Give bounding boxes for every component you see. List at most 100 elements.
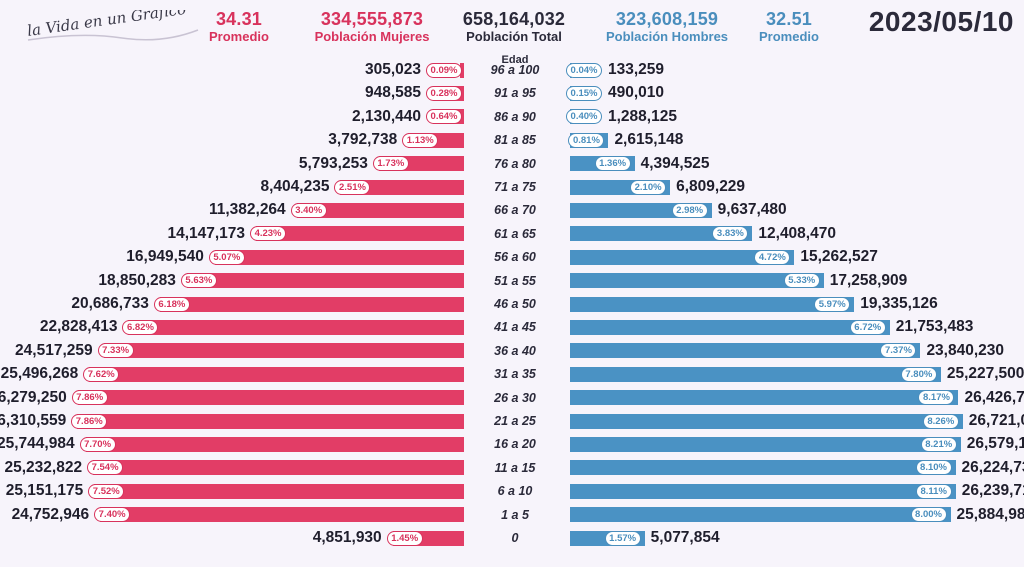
male-population-count: 5,077,854 [650, 529, 720, 546]
age-group-label: 26 a 30 [494, 390, 536, 405]
female-bar [296, 202, 464, 218]
age-group-label: 6 a 10 [497, 484, 533, 499]
male-bar [570, 319, 890, 335]
female-population-count: 2,130,440 [352, 107, 421, 125]
female-bar [186, 273, 464, 289]
female-bar [94, 483, 464, 499]
male-population-count: 26,579,123 [966, 435, 1024, 453]
male-percent-badge: 5.97% [814, 296, 851, 312]
female-population-count: 25,744,984 [0, 435, 75, 453]
male-percent-badge: 8.17% [918, 390, 955, 406]
age-group-label: 76 a 80 [494, 156, 536, 171]
male-percent-badge: 0.40% [566, 109, 602, 125]
male-bar [570, 436, 961, 452]
female-population-count: 8,404,235 [260, 178, 330, 195]
female-population-count: 25,151,175 [5, 482, 84, 500]
male-population-count: 19,335,126 [860, 295, 938, 312]
female-population-count: 305,023 [364, 61, 421, 78]
total-population-label: Población Total [466, 29, 562, 44]
female-population-count: 22,828,413 [39, 318, 118, 336]
female-bar [77, 413, 464, 429]
total-population-stat: 658,164,032 Población Total [452, 9, 576, 45]
female-percent-badge: 7.86% [71, 413, 108, 429]
male-percent-badge: 8.00% [910, 507, 947, 523]
male-population-count: 6,809,229 [676, 178, 746, 195]
male-percent-badge: 5.33% [783, 273, 820, 289]
male-percent-badge: 2.10% [630, 179, 667, 195]
male-population-count: 15,262,527 [800, 248, 878, 266]
female-bar [128, 319, 464, 335]
female-population-count: 3,792,738 [328, 131, 398, 149]
male-percent-badge: 6.72% [849, 319, 886, 335]
female-percent-badge: 5.63% [180, 273, 217, 289]
male-percent-badge: 7.80% [900, 366, 937, 382]
female-percent-badge: 1.45% [386, 530, 423, 546]
female-percent-badge: 0.28% [426, 85, 462, 101]
male-bar [570, 413, 963, 429]
male-population-count: 2,615,148 [614, 131, 684, 149]
age-group-label: 61 a 65 [494, 226, 536, 241]
female-population-count: 11,382,264 [208, 201, 286, 219]
age-group-label: 86 a 90 [494, 109, 536, 124]
male-population-count: 23,840,230 [926, 341, 1005, 359]
male-population-count: 26,224,730 [961, 458, 1024, 476]
female-average-value: 34.31 [215, 9, 263, 29]
logo: la Vida en un Gráfico [26, 10, 199, 41]
female-population-count: 26,279,250 [0, 388, 67, 406]
female-percent-badge: 0.64% [426, 109, 462, 125]
female-bar [85, 436, 464, 452]
female-percent-badge: 6.18% [153, 296, 190, 312]
female-percent-badge: 3.40% [290, 202, 327, 218]
male-population-count: 26,721,001 [968, 412, 1024, 429]
age-group-label: 31 a 35 [494, 367, 536, 382]
female-average-stat: 34.31 Promedio [200, 9, 278, 45]
female-population-count: 24,517,259 [15, 341, 93, 359]
male-population-count: 9,637,480 [717, 201, 787, 219]
age-group-label: 1 a 5 [501, 507, 529, 522]
female-population-count: 16,949,540 [126, 248, 204, 266]
age-group-label: 91 a 95 [494, 86, 536, 101]
male-bar [570, 273, 824, 289]
female-population-count: 18,850,283 [98, 271, 176, 289]
female-population-count: 24,752,946 [11, 505, 90, 523]
female-bar [103, 343, 464, 359]
male-population-count: 26,426,728 [964, 388, 1024, 406]
female-bar [340, 179, 464, 195]
female-population-count: 4,851,930 [312, 529, 382, 546]
female-bar [159, 296, 464, 312]
female-percent-badge: 7.70% [79, 436, 116, 452]
female-percent-badge: 7.33% [97, 343, 134, 359]
female-bar [214, 249, 464, 265]
female-population-count: 20,686,733 [71, 295, 149, 312]
female-bar [89, 366, 464, 382]
female-bar [93, 460, 464, 476]
male-average-label: Promedio [759, 29, 819, 44]
female-population-count: 26,310,559 [0, 412, 67, 429]
male-percent-badge: 1.36% [594, 156, 631, 172]
age-group-label: 21 a 25 [494, 414, 536, 428]
age-group-label: 96 a 100 [490, 63, 540, 77]
age-group-label: 56 a 60 [494, 250, 536, 265]
male-bar [570, 226, 753, 242]
male-population-count: 133,259 [608, 61, 665, 78]
female-percent-badge: 5.07% [208, 249, 245, 265]
female-population-count: 25,496,268 [0, 365, 79, 383]
female-population-count: 25,232,822 [4, 458, 83, 476]
male-bar [570, 296, 855, 312]
male-percent-badge: 4.72% [754, 249, 791, 265]
female-percent-badge: 0.09% [426, 62, 462, 78]
male-population-count: 12,408,470 [758, 224, 836, 242]
male-population-count: 490,010 [608, 84, 665, 102]
female-bar [77, 390, 464, 406]
female-population-value: 334,555,873 [320, 9, 424, 29]
male-bar [570, 483, 956, 499]
age-group-label: 0 [511, 531, 519, 545]
age-group-label: 36 a 40 [494, 343, 536, 358]
male-average-value: 32.51 [765, 9, 813, 29]
age-group-label: 81 a 85 [494, 133, 536, 148]
male-bar [570, 460, 956, 476]
male-population-count: 25,227,500 [946, 365, 1024, 383]
male-percent-badge: 0.04% [566, 62, 602, 78]
